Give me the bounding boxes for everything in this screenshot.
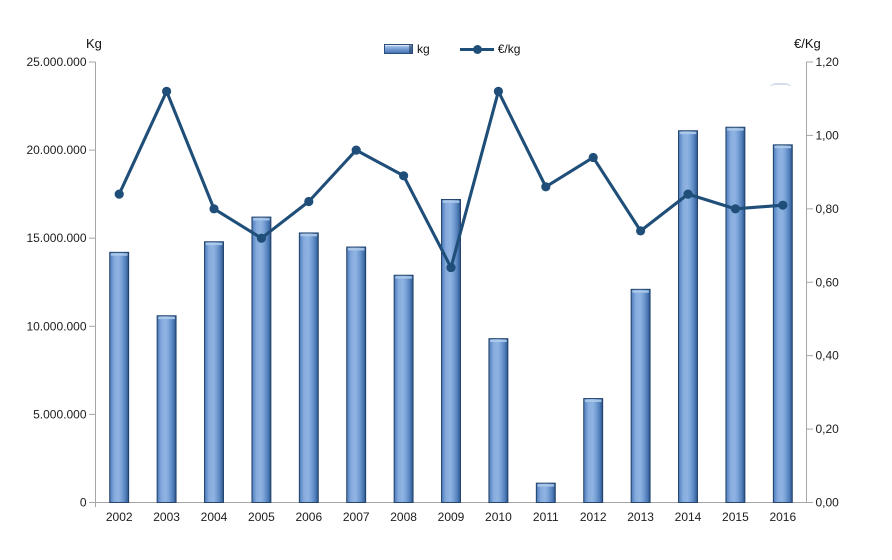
left-axis-tick-label-3: 10.000.000 — [26, 319, 86, 333]
bar-2003 — [156, 315, 177, 503]
left-axis-tick-label-5: 0 — [80, 496, 87, 510]
bar-top-bevel-2006 — [300, 234, 318, 237]
x-label-2006: 2006 — [295, 510, 322, 524]
point-2012 — [588, 152, 598, 163]
x-label-2013: 2013 — [627, 510, 654, 524]
right-axis-tick-label-5: 0,20 — [816, 422, 840, 436]
x-label-2016: 2016 — [769, 510, 796, 524]
bar-top-bevel-2008 — [395, 276, 412, 279]
line-series-swatch-icon — [459, 44, 494, 54]
bar-top-bevel-2009 — [442, 200, 460, 203]
right-axis-tick-label-3: 0,60 — [816, 275, 840, 289]
point-2009 — [446, 262, 456, 273]
bar-2010 — [488, 338, 509, 503]
x-label-2003: 2003 — [153, 510, 180, 524]
x-label-2004: 2004 — [201, 510, 228, 524]
x-label-2009: 2009 — [438, 510, 465, 524]
right-axis-tick-label-2: 0,80 — [816, 202, 840, 216]
bar-2007 — [346, 246, 367, 503]
bar-top-bevel-2012 — [584, 399, 602, 402]
point-2015 — [730, 204, 741, 214]
legend-item-eur-kg: €/kg — [459, 42, 521, 56]
point-2014 — [683, 189, 693, 199]
bar-2014 — [678, 130, 698, 503]
bar-series-swatch-icon — [384, 44, 413, 54]
legend-label-kg: kg — [417, 42, 430, 56]
point-2006 — [304, 196, 314, 207]
point-2016 — [778, 200, 788, 210]
bar-2009 — [441, 198, 461, 503]
bar-2016 — [772, 144, 793, 503]
x-label-2011: 2011 — [533, 510, 559, 524]
bar-top-bevel-2002 — [110, 253, 128, 256]
x-label-2014: 2014 — [675, 510, 702, 524]
point-2013 — [636, 226, 646, 236]
bar-top-bevel-2014 — [679, 131, 697, 135]
bar-2012 — [583, 398, 604, 503]
bar-top-bevel-2016 — [774, 145, 792, 149]
x-label-2008: 2008 — [390, 510, 417, 524]
bar-2005 — [251, 216, 272, 503]
left-axis-title: Kg — [86, 36, 102, 51]
point-2005 — [256, 233, 266, 243]
left-axis-tick-label-2: 15.000.000 — [26, 231, 86, 245]
bar-2006 — [298, 232, 319, 503]
left-axis-tick-label-4: 5.000.000 — [33, 407, 87, 421]
point-2008 — [399, 171, 409, 181]
left-axis-tick-label-0: 25.000.000 — [26, 55, 86, 69]
x-label-2007: 2007 — [343, 510, 370, 524]
right-axis-tick-label-6: 0,00 — [816, 496, 840, 510]
bar-top-bevel-2007 — [347, 248, 365, 251]
chart-legend: kg €/kg — [384, 42, 520, 56]
right-axis-tick-label-4: 0,40 — [816, 349, 840, 363]
point-2011 — [541, 182, 551, 192]
bar-top-bevel-2010 — [490, 339, 507, 343]
x-label-2015: 2015 — [722, 510, 749, 524]
left-axis-tick-label-1: 20.000.000 — [26, 143, 86, 157]
bar-top-bevel-2003 — [158, 316, 175, 320]
bar-top-bevel-2004 — [205, 242, 223, 246]
legend-item-kg: kg — [384, 42, 430, 56]
x-label-2010: 2010 — [485, 510, 512, 524]
right-axis-tick-label-1: 1,00 — [816, 128, 840, 142]
point-2010 — [493, 86, 503, 96]
bar-top-bevel-2005 — [253, 218, 270, 221]
point-2004 — [209, 204, 219, 214]
x-label-2012: 2012 — [580, 510, 607, 524]
point-2007 — [351, 145, 361, 155]
bar-2011 — [535, 482, 556, 503]
bar-2015 — [725, 126, 746, 503]
legend-label-eur-kg: €/kg — [497, 42, 521, 56]
x-label-2002: 2002 — [106, 510, 133, 524]
bar-2013 — [630, 288, 651, 503]
right-axis-title: €/Kg — [794, 36, 821, 51]
bar-2008 — [393, 274, 414, 503]
point-2002 — [114, 189, 124, 199]
right-axis-tick-label-0: 1,20 — [816, 55, 840, 69]
bar-top-bevel-2011 — [537, 484, 555, 487]
render-artifact-smudge — [770, 83, 791, 92]
bar-2002 — [109, 251, 130, 503]
point-2003 — [162, 86, 172, 96]
bar-2004 — [204, 241, 224, 503]
line-swatch-marker — [472, 44, 482, 54]
bar-top-bevel-2015 — [727, 128, 744, 131]
bar-top-bevel-2013 — [632, 290, 649, 293]
x-label-2005: 2005 — [248, 510, 275, 524]
